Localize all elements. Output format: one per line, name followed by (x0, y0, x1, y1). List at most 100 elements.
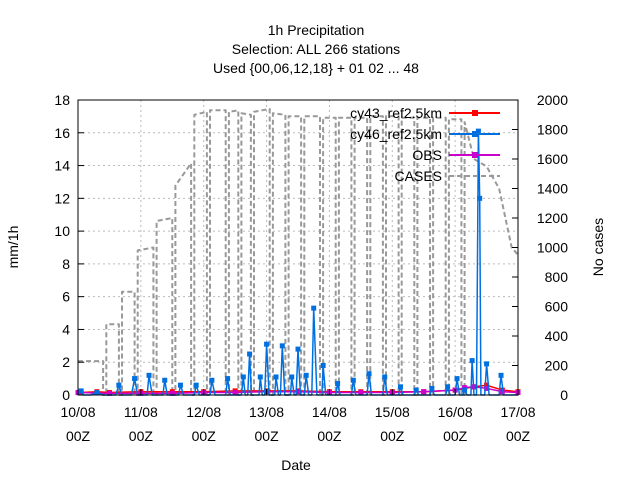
series-1-point-34 (247, 351, 253, 357)
series-1-point-49 (289, 374, 295, 380)
series-1-point-55 (303, 372, 309, 378)
legend-label-0: cy43_ref2.5km (350, 105, 442, 121)
series-1-point-28 (225, 376, 231, 382)
y2-tick-label-6: 1200 (537, 210, 568, 226)
series-1-point-40 (264, 341, 270, 347)
x-tick-sublabel-4: 00Z (317, 428, 342, 444)
chart-title: 1h Precipitation Selection: ALL 266 stat… (213, 22, 419, 76)
series-1-point-13 (146, 372, 152, 378)
title-line-2: Selection: ALL 266 stations (232, 41, 400, 57)
y2-tick-label-10: 2000 (537, 92, 568, 108)
series-2-point-16 (499, 389, 505, 395)
title-line-3: Used {00,06,12,18} + 01 02 ... 48 (213, 60, 419, 76)
series-1-point-31 (240, 374, 246, 380)
x-tick-sublabel-3: 00Z (255, 428, 280, 444)
legend-label-1: cy46_ref2.5km (350, 126, 442, 142)
series-0-point-15 (484, 382, 490, 388)
series-1-point-61 (320, 363, 326, 368)
y-axis-ticks: 0 2 4 6 8 10 12 14 16 18 (54, 92, 84, 403)
series-1-point-82 (429, 385, 435, 391)
series-1-point-88 (454, 376, 460, 382)
x-axis-ticks: 10/08 00Z 11/08 00Z 12/08 00Z 13/08 00Z 14/08 00Z… (60, 389, 536, 444)
legend-marker-1 (472, 131, 478, 137)
series-1-point-37 (257, 374, 263, 380)
y2-tick-label-1: 200 (545, 358, 569, 374)
legend-label-2: OBS (412, 147, 442, 163)
x-tick-label-7: 17/08 (500, 404, 535, 420)
x-tick-sublabel-2: 00Z (192, 428, 217, 444)
x-tick-label-0: 10/08 (60, 404, 95, 420)
y2-tick-label-5: 1000 (537, 240, 568, 256)
series-1-point-22 (193, 382, 199, 388)
series-1-point-79 (413, 387, 419, 393)
y-tick-label-5: 10 (54, 223, 70, 239)
y2-tick-label-7: 1400 (537, 181, 568, 197)
series-1-point-98 (477, 195, 483, 201)
legend-marker-0 (472, 110, 478, 116)
series-1-point-85 (445, 384, 451, 390)
series-2-point-3 (169, 390, 175, 396)
series-2-point-1 (106, 390, 112, 396)
y2-axis-ticks: 0 200 400 600 800 1000 1200 1400 1600 1800 2000 (512, 92, 568, 403)
x-tick-label-4: 14/08 (312, 404, 347, 420)
x-tick-label-1: 11/08 (124, 404, 158, 420)
series-2-point-7 (295, 389, 301, 395)
y-tick-label-7: 14 (54, 158, 70, 174)
series-layer (75, 107, 521, 396)
y-tick-label-6: 12 (54, 190, 70, 206)
x-axis-label: Date (281, 457, 311, 473)
y2-tick-label-0: 0 (560, 387, 568, 403)
y2-tick-label-4: 800 (545, 269, 569, 285)
series-1-point-46 (279, 343, 285, 349)
series-1-point-67 (350, 377, 356, 383)
y2-tick-label-2: 400 (545, 328, 569, 344)
series-1-point-70 (366, 371, 372, 377)
series-1-point-58 (311, 305, 317, 311)
title-line-1: 1h Precipitation (268, 22, 365, 38)
series-line-1 (77, 130, 518, 396)
series-1-point-52 (295, 346, 301, 352)
y-tick-label-3: 6 (62, 289, 70, 305)
series-1-point-76 (397, 384, 403, 390)
y2-tick-label-3: 600 (545, 299, 569, 315)
y2-axis-label: No cases (590, 218, 606, 276)
x-tick-label-2: 12/08 (186, 404, 221, 420)
y-tick-label-9: 18 (54, 92, 70, 108)
x-tick-sublabel-1: 00Z (129, 428, 154, 444)
y-tick-label-8: 16 (54, 125, 70, 141)
y-tick-label-4: 8 (62, 256, 70, 272)
series-1-point-91 (462, 387, 468, 393)
y2-tick-label-8: 1600 (537, 151, 568, 167)
y-tick-label-2: 4 (62, 321, 70, 337)
series-1-point-25 (209, 377, 215, 383)
y-axis-label: mm/1h (5, 226, 21, 269)
y2-tick-label-9: 1800 (537, 122, 568, 138)
series-2-point-5 (232, 390, 238, 396)
x-tick-sublabel-6: 00Z (443, 428, 468, 444)
legend-marker-2 (472, 152, 478, 158)
y-tick-label-1: 2 (62, 354, 70, 370)
x-tick-label-3: 13/08 (249, 404, 284, 420)
series-2-point-15 (484, 385, 490, 391)
series-1-point-19 (177, 382, 183, 388)
series-1-point-97 (475, 128, 481, 134)
series-1-point-4 (94, 390, 100, 396)
series-1-point-101 (484, 361, 490, 367)
x-tick-sublabel-7: 00Z (506, 428, 531, 444)
x-tick-label-6: 16/08 (438, 404, 473, 420)
legend: cy43_ref2.5km cy46_ref2.5km OBS CASES (350, 105, 500, 184)
series-1-point-43 (273, 374, 279, 380)
x-tick-label-5: 15/08 (375, 404, 410, 420)
series-1-point-1 (78, 388, 84, 394)
series-1-point-10 (132, 376, 138, 382)
y-tick-label-0: 0 (62, 387, 70, 403)
series-2-point-11 (421, 389, 427, 395)
series-1-point-94 (469, 358, 475, 364)
legend-label-3: CASES (395, 168, 442, 184)
x-tick-sublabel-5: 00Z (380, 428, 405, 444)
series-1-point-104 (498, 372, 504, 378)
series-1-point-64 (335, 381, 341, 387)
series-2-point-9 (358, 390, 364, 396)
x-tick-sublabel-0: 00Z (66, 428, 91, 444)
